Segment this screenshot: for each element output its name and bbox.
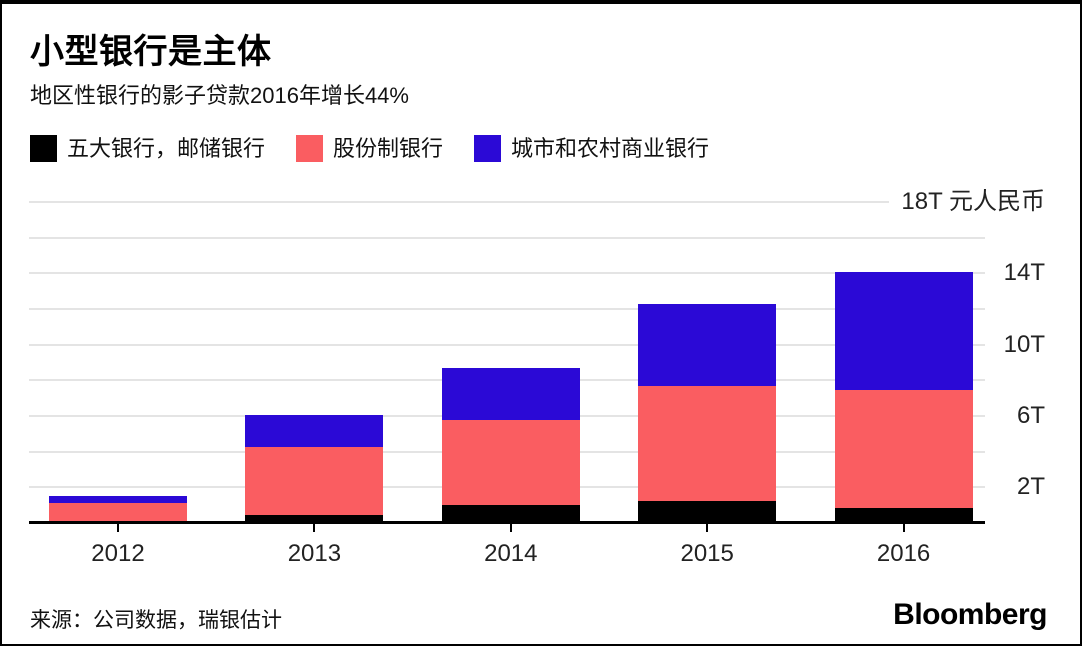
chart-subtitle: 地区性银行的影子贷款2016年增长44% bbox=[30, 83, 409, 108]
x-tick-2016 bbox=[902, 523, 905, 532]
x-label-2016: 2016 bbox=[876, 540, 931, 567]
legend-swatch-joint-stock bbox=[296, 135, 324, 162]
segment-big-five-postal-2013 bbox=[245, 514, 384, 523]
gridline-12t bbox=[29, 308, 985, 310]
gridline-16t bbox=[29, 236, 985, 239]
plot-area bbox=[29, 201, 985, 532]
gridline-14t bbox=[29, 272, 985, 275]
legend-item-city-rural-commercial: 城市和农村商业银行 bbox=[474, 135, 709, 162]
y-label-2t: 2T bbox=[1016, 473, 1045, 501]
x-tick-2014 bbox=[509, 523, 512, 532]
legend-label: 股份制银行 bbox=[333, 136, 444, 161]
legend: 五大银行，邮储银行 股份制银行 城市和农村商业银行 bbox=[30, 135, 740, 162]
x-label-2015: 2015 bbox=[680, 540, 734, 567]
page-title: 小型银行是主体 bbox=[30, 33, 272, 71]
x-axis-labels: 2012 2013 2014 2015 2016 bbox=[29, 540, 985, 570]
segment-city-rural-commercial-2014 bbox=[441, 367, 580, 420]
legend-label: 五大银行，邮储银行 bbox=[67, 136, 266, 161]
segment-big-five-postal-2015 bbox=[638, 500, 777, 523]
segment-city-rural-commercial-2013 bbox=[245, 415, 384, 448]
bar-2014 bbox=[441, 202, 580, 523]
legend-item-joint-stock: 股份制银行 bbox=[296, 135, 443, 162]
legend-swatch-big-five-postal bbox=[30, 135, 57, 162]
bar-2013 bbox=[245, 202, 384, 523]
x-label-2012: 2012 bbox=[91, 540, 145, 567]
bar-2015 bbox=[638, 202, 777, 523]
segment-joint-stock-2012 bbox=[49, 503, 187, 522]
segment-joint-stock-2016 bbox=[834, 390, 973, 508]
y-label-6t: 6T bbox=[1016, 402, 1045, 429]
segment-joint-stock-2013 bbox=[245, 447, 384, 515]
legend-item-big-five-postal: 五大银行，邮储银行 bbox=[30, 135, 265, 162]
bar-2012 bbox=[49, 202, 187, 523]
y-label-10t: 10T bbox=[1003, 330, 1045, 358]
x-tick-2012 bbox=[117, 523, 119, 532]
segment-big-five-postal-2016 bbox=[834, 507, 973, 523]
legend-label: 城市和农村商业银行 bbox=[511, 136, 710, 161]
segment-city-rural-commercial-2016 bbox=[834, 272, 973, 391]
segment-joint-stock-2014 bbox=[441, 419, 580, 506]
y-label-14t: 14T bbox=[1003, 259, 1045, 287]
legend-swatch-city-rural-commercial bbox=[474, 135, 502, 162]
gridline-18t bbox=[29, 201, 889, 203]
source-note: 来源：公司数据，瑞银估计 bbox=[30, 609, 282, 632]
segment-city-rural-commercial-2015 bbox=[638, 303, 777, 386]
bloomberg-logo: Bloomberg bbox=[893, 598, 1047, 631]
x-label-2014: 2014 bbox=[484, 540, 538, 567]
segment-big-five-postal-2014 bbox=[441, 505, 580, 523]
x-label-2013: 2013 bbox=[287, 540, 342, 567]
x-tick-2015 bbox=[706, 523, 709, 532]
segment-joint-stock-2015 bbox=[638, 385, 777, 501]
x-axis-line bbox=[29, 521, 985, 524]
x-tick-2013 bbox=[313, 523, 316, 532]
segment-city-rural-commercial-2012 bbox=[49, 496, 187, 504]
bar-2016 bbox=[834, 202, 973, 523]
gridline-10t bbox=[29, 343, 985, 346]
